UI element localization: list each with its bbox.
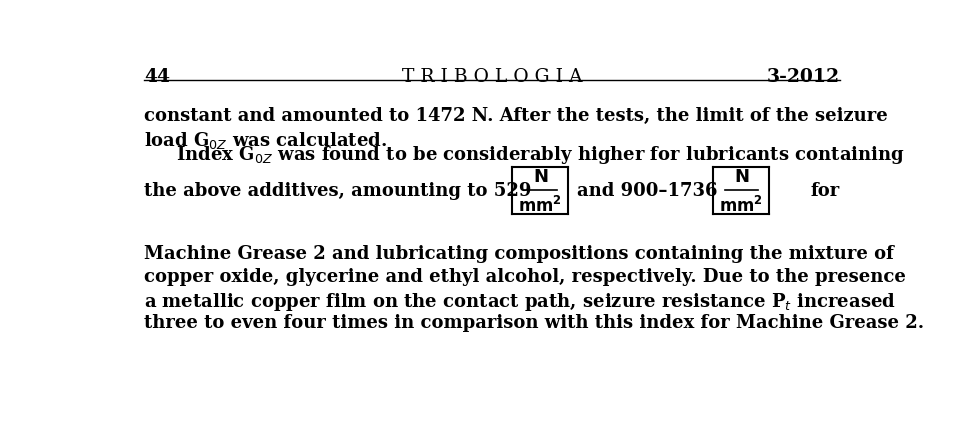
Text: and 900–1736: and 900–1736 [577,182,718,200]
Text: $\mathbf{mm}^{\mathbf{2}}$: $\mathbf{mm}^{\mathbf{2}}$ [719,196,763,215]
Text: $\mathbf{N}$: $\mathbf{N}$ [533,168,548,186]
Text: a metallic copper film on the contact path, seizure resistance P$_t$ increased: a metallic copper film on the contact pa… [144,291,896,313]
Text: load G$_{0Z}$ was calculated.: load G$_{0Z}$ was calculated. [144,130,387,150]
Text: 44: 44 [144,68,170,86]
Text: $\mathbf{N}$: $\mathbf{N}$ [733,168,749,186]
Text: constant and amounted to 1472 N. After the tests, the limit of the seizure: constant and amounted to 1472 N. After t… [144,106,888,124]
Text: for: for [811,182,840,200]
Text: three to even four times in comparison with this index for Machine Grease 2.: three to even four times in comparison w… [144,314,924,332]
Text: $\mathbf{mm}^{\mathbf{2}}$: $\mathbf{mm}^{\mathbf{2}}$ [518,196,563,215]
Text: copper oxide, glycerine and ethyl alcohol, respectively. Due to the presence: copper oxide, glycerine and ethyl alcoho… [144,268,905,286]
Text: T R I B O L O G I A: T R I B O L O G I A [401,68,583,86]
Text: the above additives, amounting to 529: the above additives, amounting to 529 [144,182,531,200]
Text: Machine Grease 2 and lubricating compositions containing the mixture of: Machine Grease 2 and lubricating composi… [144,245,894,263]
Text: Index G$_{0Z}$ was found to be considerably higher for lubricants containing: Index G$_{0Z}$ was found to be considera… [176,144,904,166]
Text: 3-2012: 3-2012 [767,68,840,86]
